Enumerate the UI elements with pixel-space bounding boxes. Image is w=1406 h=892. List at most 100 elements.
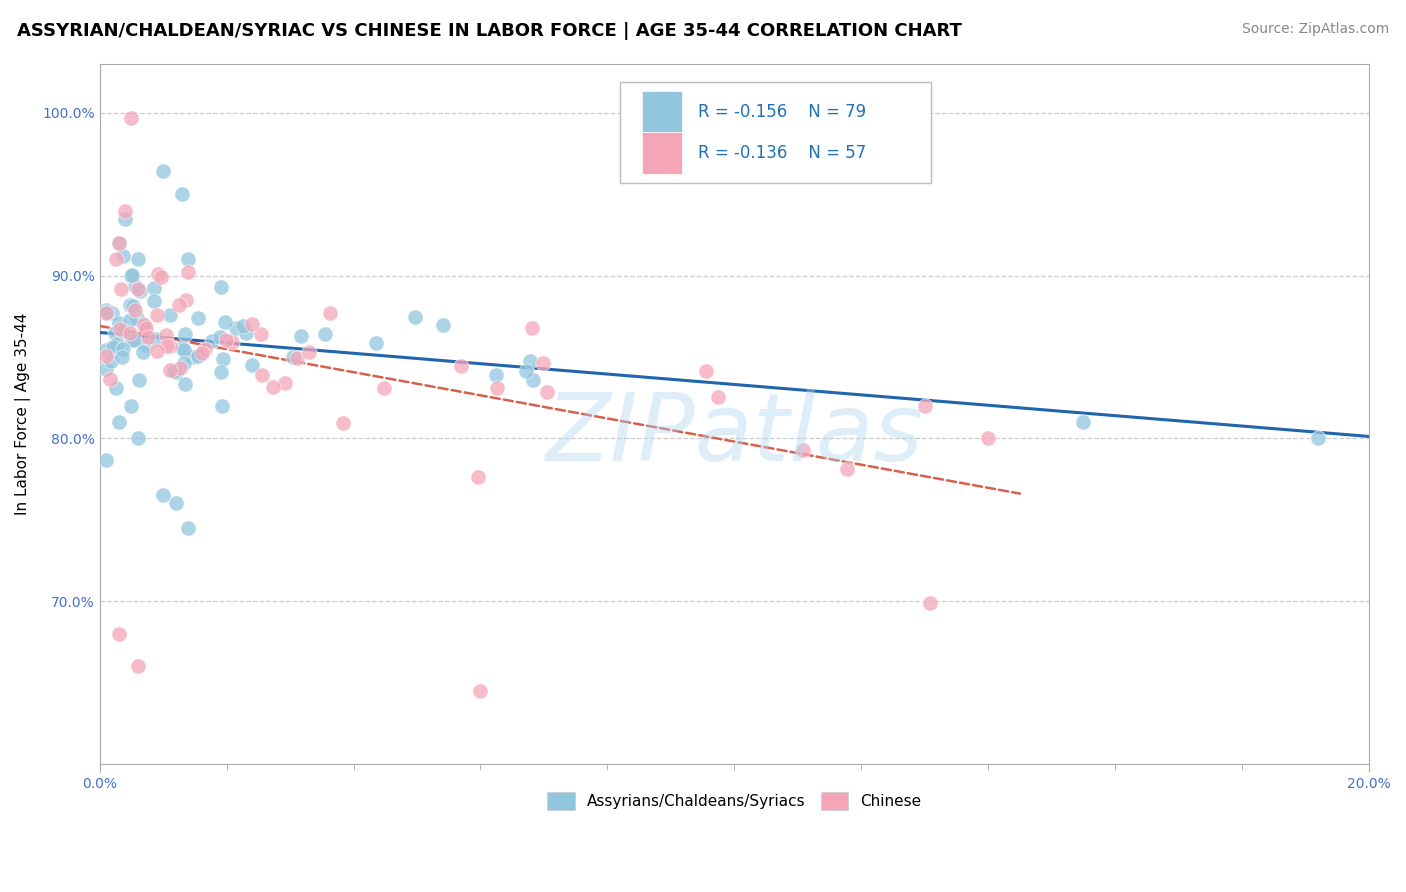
Point <box>135 321 157 335</box>
Point <box>104 326 127 340</box>
Point <box>366 335 388 350</box>
Point <box>111 343 134 357</box>
Point <box>146 308 169 322</box>
Point <box>121 268 143 282</box>
Point <box>177 521 200 535</box>
Point <box>143 280 166 294</box>
Point <box>156 339 179 353</box>
Point <box>250 326 273 341</box>
Point <box>274 376 297 391</box>
Text: R = -0.156    N = 79: R = -0.156 N = 79 <box>697 103 866 120</box>
Point <box>373 380 395 394</box>
Point <box>835 462 858 476</box>
Point <box>132 345 155 359</box>
Point <box>319 305 342 319</box>
Point <box>298 345 321 359</box>
Point <box>127 659 149 673</box>
Point <box>105 252 128 266</box>
Point <box>290 329 312 343</box>
Point <box>1073 415 1095 429</box>
Point <box>515 364 537 378</box>
Point <box>107 415 129 429</box>
Text: Source: ZipAtlas.com: Source: ZipAtlas.com <box>1241 22 1389 37</box>
Point <box>132 318 155 332</box>
Point <box>98 372 121 386</box>
Text: ASSYRIAN/CHALDEAN/SYRIAC VS CHINESE IN LABOR FORCE | AGE 35-44 CORRELATION CHART: ASSYRIAN/CHALDEAN/SYRIAC VS CHINESE IN L… <box>17 22 962 40</box>
Point <box>214 315 236 329</box>
Point <box>208 330 231 344</box>
Point <box>450 359 472 373</box>
Point <box>124 303 146 318</box>
Point <box>181 351 204 365</box>
Point <box>101 306 124 320</box>
Point <box>240 358 263 372</box>
Point <box>519 353 541 368</box>
Legend: Assyrians/Chaldeans/Syriacs, Chinese: Assyrians/Chaldeans/Syriacs, Chinese <box>541 786 928 815</box>
Point <box>127 311 149 326</box>
Point <box>121 333 143 347</box>
Point <box>127 431 149 445</box>
Point <box>404 310 426 325</box>
Point <box>432 318 454 333</box>
Y-axis label: In Labor Force | Age 35-44: In Labor Force | Age 35-44 <box>15 313 31 515</box>
Point <box>150 270 173 285</box>
Point <box>112 249 135 263</box>
Point <box>107 317 129 331</box>
Point <box>159 308 181 322</box>
Point <box>114 203 136 218</box>
Point <box>120 399 142 413</box>
Point <box>262 379 284 393</box>
Point <box>167 297 190 311</box>
Point <box>111 351 134 365</box>
Point <box>165 496 187 510</box>
Point <box>120 313 142 327</box>
Point <box>107 626 129 640</box>
Point <box>1308 431 1330 445</box>
Point <box>172 341 194 355</box>
Point <box>522 373 544 387</box>
Point <box>105 336 128 351</box>
FancyBboxPatch shape <box>641 132 682 174</box>
Point <box>177 265 200 279</box>
Point <box>120 326 142 341</box>
Point <box>94 349 117 363</box>
Point <box>173 356 195 370</box>
Point <box>121 300 143 314</box>
Point <box>128 373 150 387</box>
Point <box>209 365 232 379</box>
Point <box>177 252 200 267</box>
Point <box>792 443 814 458</box>
Point <box>152 488 174 502</box>
Point <box>114 211 136 226</box>
Point <box>101 340 124 354</box>
Point <box>240 317 263 331</box>
Point <box>215 333 238 347</box>
Point <box>977 431 1000 445</box>
Point <box>94 362 117 376</box>
Point <box>173 343 195 358</box>
Point <box>120 298 142 312</box>
Point <box>105 381 128 395</box>
Point <box>127 282 149 296</box>
Point <box>129 285 152 299</box>
Point <box>120 268 142 283</box>
Point <box>187 311 209 326</box>
Point <box>522 320 544 334</box>
Point <box>232 318 254 333</box>
Point <box>187 349 209 363</box>
Point <box>145 332 167 346</box>
Point <box>918 596 941 610</box>
Point <box>135 338 157 352</box>
Point <box>225 321 247 335</box>
Point <box>108 322 131 336</box>
Point <box>174 326 197 341</box>
Point <box>107 235 129 250</box>
Point <box>191 345 214 359</box>
Point <box>283 350 305 364</box>
FancyBboxPatch shape <box>641 90 682 133</box>
Point <box>209 280 232 294</box>
Point <box>914 399 936 413</box>
Point <box>136 330 159 344</box>
Point <box>174 293 197 307</box>
Point <box>250 368 273 383</box>
